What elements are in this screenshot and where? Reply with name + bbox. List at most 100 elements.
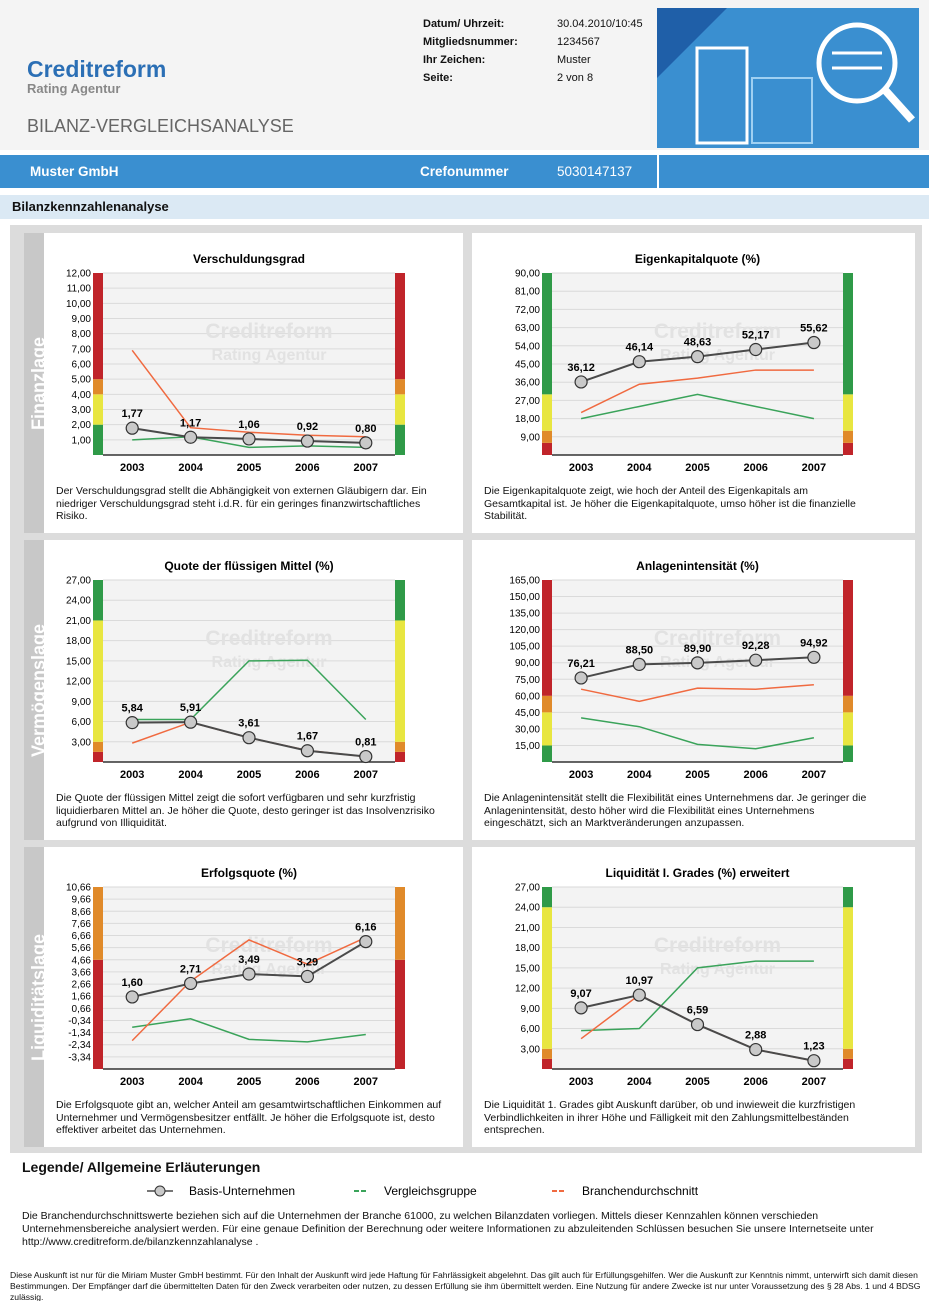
risk-zone (843, 887, 853, 908)
x-tick-label: 2004 (627, 1076, 652, 1088)
value-label: 9,07 (570, 988, 591, 1000)
x-tick-label: 2006 (743, 462, 767, 474)
chart-panel: Eigenkapitalquote (%) 9,00 18,00 27,00 36,00… (472, 233, 915, 533)
y-tick-label: 8,00 (72, 329, 92, 340)
value-label: 1,60 (121, 977, 142, 989)
y-tick-label: 90,00 (515, 658, 540, 669)
data-point (125, 716, 139, 730)
x-tick-label: 2004 (627, 462, 652, 474)
chart-description: Die Erfolgsquote gibt an, welcher Anteil… (56, 1099, 442, 1136)
value-label: 3,61 (238, 718, 259, 730)
legend-label: Vergleichsgruppe (384, 1184, 477, 1198)
value-label: 1,23 (803, 1041, 824, 1053)
y-tick-label: 54,00 (515, 341, 540, 352)
field-value: Muster (557, 54, 591, 66)
watermark: Rating Agentur (212, 654, 327, 671)
risk-zone (395, 273, 405, 380)
data-point (300, 969, 314, 984)
risk-zone (843, 712, 853, 746)
y-tick-label: 75,00 (515, 675, 540, 686)
y-tick-label: 6,00 (72, 717, 92, 728)
chart: Eigenkapitalquote (%) 9,00 18,00 27,00 36,00… (515, 252, 853, 474)
value-label: 6,59 (687, 1005, 708, 1017)
risk-zone (395, 887, 405, 960)
x-tick-label: 2007 (802, 1076, 826, 1088)
y-tick-label: 15,00 (515, 963, 540, 974)
risk-zone (395, 741, 405, 752)
x-tick-label: 2007 (802, 769, 826, 781)
y-tick-label: 5,66 (72, 943, 92, 954)
value-label: 52,17 (742, 330, 770, 342)
data-point (125, 990, 139, 1004)
risk-zone (395, 394, 405, 425)
chart-title: Anlagenintensität (%) (636, 559, 759, 573)
watermark: Creditreform (654, 627, 781, 650)
data-point (184, 976, 198, 991)
watermark: Rating Agentur (212, 961, 327, 978)
y-tick-label: 15,00 (66, 656, 91, 667)
y-tick-label: 0,66 (72, 1004, 92, 1015)
y-tick-label: 6,00 (521, 1024, 541, 1035)
field-label: Mitgliedsnummer: (423, 36, 518, 48)
company-name: Muster GmbH (30, 164, 119, 179)
y-tick-label: 9,00 (72, 697, 92, 708)
data-point (632, 988, 646, 1002)
y-tick-label: 7,66 (72, 919, 92, 930)
y-tick-label: 4,00 (72, 390, 92, 401)
watermark: Creditreform (205, 320, 332, 343)
risk-zone (542, 887, 552, 908)
x-tick-label: 2003 (569, 1076, 593, 1088)
y-tick-label: 150,00 (509, 592, 540, 603)
risk-zone (542, 580, 552, 696)
data-point (632, 657, 646, 671)
chart-description: Die Quote der flüssigen Mittel zeigt die… (56, 792, 435, 829)
x-tick-label: 2004 (178, 769, 203, 781)
y-tick-label: 24,00 (515, 903, 540, 914)
x-tick-label: 2005 (685, 1076, 709, 1088)
y-tick-label: 10,66 (66, 883, 91, 894)
y-tick-label: 3,66 (72, 967, 92, 978)
comparison-line (581, 960, 814, 1032)
chart: Verschuldungsgrad 1,00 2,00 3,00 4,00 5,00 6,0… (66, 252, 405, 474)
value-label: 2,71 (180, 963, 201, 975)
risk-zone (93, 959, 103, 1069)
chart-title: Quote der flüssigen Mittel (%) (164, 559, 333, 573)
section-bar: Bilanzkennzahlenanalyse (0, 195, 929, 219)
watermark: Creditreform (654, 934, 781, 957)
y-tick-label: 18,00 (66, 636, 91, 647)
risk-zone (843, 273, 853, 395)
risk-zone (843, 1058, 853, 1069)
y-tick-label: 120,00 (509, 625, 540, 636)
value-label: 3,29 (297, 956, 318, 968)
x-tick-label: 2003 (120, 769, 144, 781)
value-label: 1,17 (180, 417, 201, 429)
legend-panel: Legende/ Allgemeine Erläuterungen Basis-… (14, 1153, 916, 1258)
chart-description: Die Liquidität 1. Grades gibt Auskunft d… (484, 1099, 856, 1136)
value-label: 1,06 (238, 419, 259, 431)
comparison-line (132, 436, 366, 449)
x-tick-label: 2006 (295, 769, 319, 781)
crefo-label: Crefonummer (420, 164, 509, 179)
legend-symbols: Basis-Unternehmen Vergleichsgruppe Branche… (147, 1184, 699, 1198)
x-tick-label: 2007 (354, 462, 378, 474)
y-tick-label: 6,66 (72, 931, 92, 942)
value-label: 46,14 (626, 342, 654, 354)
y-tick-label: 27,00 (515, 883, 540, 894)
x-tick-label: 2003 (120, 462, 144, 474)
chart: Anlagenintensität (%) 15,00 30,00 45,00 60,0… (509, 559, 853, 781)
data-point (807, 1054, 821, 1068)
y-tick-label: 27,00 (66, 576, 91, 587)
crefo-number: 5030147137 (557, 164, 633, 179)
chart-description: Die Anlagenintensität stellt die Flexibi… (484, 792, 867, 829)
watermark: Creditreform (205, 627, 332, 650)
y-tick-label: 72,00 (515, 305, 540, 316)
risk-zone (395, 424, 405, 455)
chart-title: Liquidität I. Grades (%) erweitert (605, 866, 789, 880)
comparison-line (131, 349, 366, 438)
y-tick-label: 45,00 (515, 708, 540, 719)
data-point (242, 432, 256, 446)
data-point (690, 350, 705, 364)
y-tick-label: 18,00 (515, 414, 540, 425)
y-tick-label: 2,00 (72, 420, 92, 431)
risk-zone (542, 1058, 552, 1069)
